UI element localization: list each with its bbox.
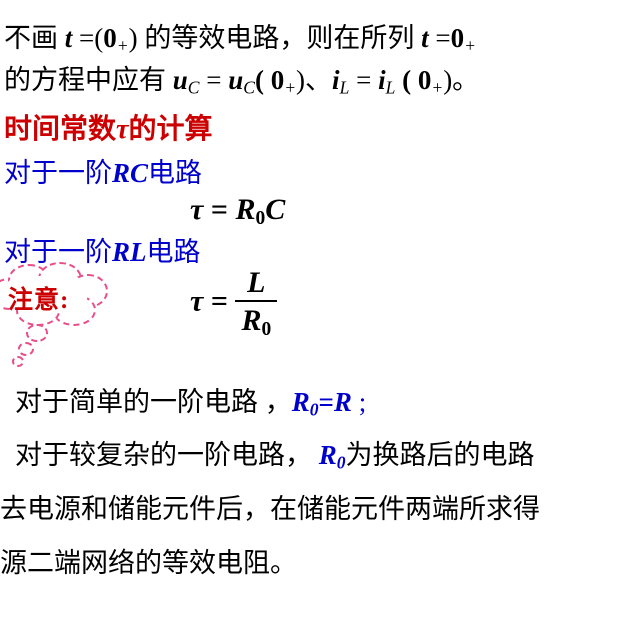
l1-t2: t [421, 23, 429, 53]
cloud-tail [26, 324, 48, 342]
p1-R0: R [292, 387, 310, 417]
para-2: )对于较复杂的一阶电路， R0为换路后的电路 [6, 435, 640, 477]
p1-text: 对于简单的一阶电路 ， [15, 387, 292, 417]
l1-eq2: = [429, 23, 451, 53]
l2-iL2: i [378, 65, 386, 95]
p1a: ) [6, 387, 15, 417]
eq2-num: L [235, 268, 277, 302]
h-red1: 时间常数 [4, 114, 116, 145]
l2-uCsub: C [188, 77, 200, 97]
l2-eq2: = [349, 65, 378, 95]
l2-uC2sub: C [243, 77, 255, 97]
eq2-den: R0 [235, 302, 277, 339]
eq2-Rsub: 0 [261, 319, 271, 340]
p2a: ) [6, 440, 15, 470]
cloud-tail [12, 356, 24, 367]
p2-text: 对于较复杂的一阶电路， [15, 440, 319, 470]
line-2: 的方程中应有 uC = uC( 0+)、iL = iL ( 0+)。 [4, 60, 640, 102]
line-1: 不画 t =(0+) 的等效电路，则在所列 t =0+ [4, 18, 640, 60]
para-4: 源二端网络的等效电阻。 [0, 543, 640, 585]
s1c: 电路 [148, 158, 202, 188]
h-red2: 的计算 [128, 114, 212, 145]
p1-eq: = [319, 387, 334, 417]
eq1-R: R [235, 193, 255, 226]
l2-uC: u [173, 65, 188, 95]
s1a: 对于一阶 [4, 158, 112, 188]
eq1-tau: τ [190, 193, 203, 226]
cloud-tail [18, 342, 34, 356]
l1-post1: ) 的等效电路，则在所列 [129, 23, 422, 53]
l2-eq: = [199, 65, 228, 95]
eq2-eq: = [203, 284, 235, 317]
para-3: 去电源和储能元件后，在储能元件两端所求得 [0, 489, 640, 531]
equation-rl: τ = L R0 [190, 268, 277, 339]
para-1: )对于简单的一阶电路 ，R0=R ; [6, 382, 640, 424]
l1-0: 0 [103, 23, 117, 53]
equation-rl-row: 注意: τ = L R0 [0, 274, 640, 366]
l2-pre: 的方程中应有 [4, 65, 173, 95]
l2-arg: ( 0 [255, 65, 284, 95]
p2-R0sub: 0 [337, 453, 346, 473]
p2-R0: R [319, 440, 337, 470]
l2-iL: i [332, 65, 340, 95]
eq2-frac: L R0 [235, 268, 277, 339]
p2-b: 为换路后的电路 [346, 440, 535, 470]
p1-tail: ; [352, 387, 366, 417]
s1b: RC [112, 158, 148, 188]
l1-sub: + [117, 35, 129, 55]
s2b: RL [112, 237, 147, 267]
eq1-eq: = [203, 193, 235, 226]
heading-tau: 时间常数τ的计算 [4, 108, 640, 151]
eq1-Rsub: 0 [255, 208, 265, 229]
l2-arg2close: )。 [443, 65, 479, 95]
l2-iLsub: L [340, 77, 350, 97]
l2-argsub: + [284, 77, 296, 97]
equation-rc: τ = R0C [190, 193, 640, 230]
p1-R: R [334, 387, 352, 417]
cloud-shape: 注意: [0, 268, 104, 320]
l1-eq: =( [72, 23, 103, 53]
l2-iL2sub: L [386, 77, 396, 97]
l2-arg2: ( 0 [395, 65, 431, 95]
l2-uC2: u [228, 65, 243, 95]
cloud-label: 注意: [8, 280, 69, 316]
h-tau: τ [116, 114, 128, 145]
eq2-R: R [241, 304, 261, 337]
cloud-callout: 注意: [0, 268, 134, 358]
subheading-rc: 对于一阶RC电路 [4, 153, 640, 195]
eq1-C: C [265, 193, 285, 226]
s2c: 电路 [147, 237, 201, 267]
l2-argclose: )、 [296, 65, 332, 95]
l2-arg2sub: + [431, 77, 443, 97]
l1-02: 0 [451, 23, 465, 53]
p1-R0sub: 0 [310, 399, 319, 419]
l1-sub2: + [464, 35, 476, 55]
l1-pre: 不画 [4, 23, 65, 53]
eq2-tau: τ [190, 284, 203, 317]
